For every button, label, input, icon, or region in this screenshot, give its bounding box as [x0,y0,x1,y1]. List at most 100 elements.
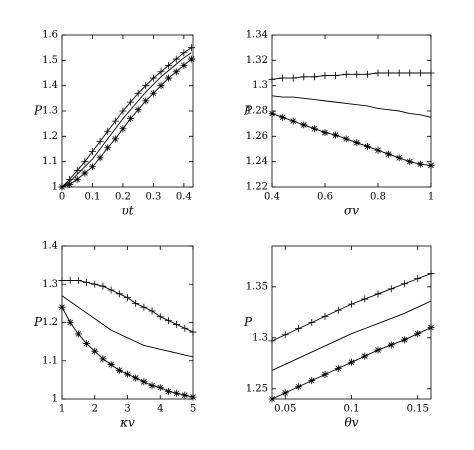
y-tick-label: 1.32 [246,55,268,66]
point-marker [173,389,181,397]
x-tick-label: 3 [124,404,130,415]
point-marker [401,336,408,344]
y-axis-label: P [243,315,253,329]
y-tick-label: 1.3 [42,279,58,290]
y-tick-label: 1 [52,394,58,405]
panel: 0.05 0.1 0.15 1.25 1.3 1.35 θv P [243,245,435,430]
x-tick-label: 0.2 [115,192,131,203]
x-tick-label: 0.8 [370,192,386,203]
point-marker [172,68,180,76]
point-marker [115,290,123,298]
point-marker [107,361,115,369]
y-tick-label: 1.3 [252,332,268,343]
point-marker [156,384,164,392]
point-marker [91,280,99,288]
point-marker [416,160,424,168]
point-marker [156,313,164,321]
y-tick-label: 1.34 [246,30,268,41]
point-marker [300,73,308,81]
x-tick-label: 2 [92,404,98,415]
x-tick-label: 0.4 [264,192,280,203]
point-marker [406,158,414,166]
panel: 1 2 3 4 5 1 1.1 1.2 1.3 1.4 κv P [33,241,197,430]
point-marker [124,370,131,378]
point-marker [58,183,66,191]
point-marker [189,328,197,336]
point-marker [308,377,316,385]
point-marker [66,180,74,188]
point-marker [74,276,82,284]
point-marker [268,395,276,403]
point-marker [187,44,195,52]
point-marker [148,307,156,315]
point-marker [164,317,172,325]
point-marker [99,355,107,363]
y-tick-label: 1.22 [246,182,268,193]
point-marker [427,69,435,77]
series-line [61,52,192,188]
y-tick-label: 1.1 [42,156,58,167]
x-tick-label: 5 [190,404,196,415]
point-marker [361,352,369,360]
x-tick-label: 0.6 [317,192,333,203]
point-marker [134,89,142,97]
point-marker [279,74,287,82]
point-marker [127,115,135,123]
y-tick-label: 1.5 [42,55,58,66]
y-tick-label: 1.35 [246,281,268,292]
point-marker [187,55,195,63]
point-marker [342,135,350,143]
point-marker [321,312,329,320]
point-marker [132,374,140,382]
series-line [61,47,192,188]
point-marker [88,148,96,156]
point-marker [334,306,342,314]
point-marker [132,299,140,307]
point-marker [149,89,157,97]
point-marker [142,97,150,105]
series-line [271,95,432,118]
point-marker [395,69,403,77]
point-marker [134,106,142,114]
y-tick-label: 1.4 [42,80,58,91]
y-tick-label: 1.1 [42,355,58,366]
point-marker [387,285,395,293]
point-marker [148,382,156,390]
series-line [61,295,194,358]
point-marker [107,286,115,294]
point-marker [332,131,340,139]
point-marker [74,330,82,338]
point-marker [374,290,382,298]
x-axis-label: θv [344,416,358,430]
x-tick-label: 0.4 [176,192,192,203]
point-marker [395,154,403,162]
point-marker [73,175,81,183]
point-marker [124,294,131,302]
point-marker [295,383,302,391]
x-axis-label: κv [119,416,135,430]
point-marker [189,393,197,401]
point-marker [321,129,329,137]
point-marker [66,319,74,326]
point-marker [181,391,189,399]
point-marker [83,340,91,348]
point-marker [321,371,329,379]
series-line [271,113,432,166]
y-tick-label: 1.26 [246,131,268,142]
point-marker [157,68,165,76]
point-marker [149,74,157,82]
point-marker [385,69,393,77]
point-marker [295,325,302,333]
point-marker [427,270,435,278]
point-marker [361,295,369,303]
point-marker [58,303,66,311]
x-axis-label: υt [121,204,133,218]
x-tick-label: 1 [428,192,434,203]
series-line [271,72,431,80]
x-tick-label: 0.3 [145,192,161,203]
point-marker [334,364,342,372]
point-marker [81,158,89,166]
point-marker [342,70,350,78]
x-tick-label: 4 [157,404,163,415]
